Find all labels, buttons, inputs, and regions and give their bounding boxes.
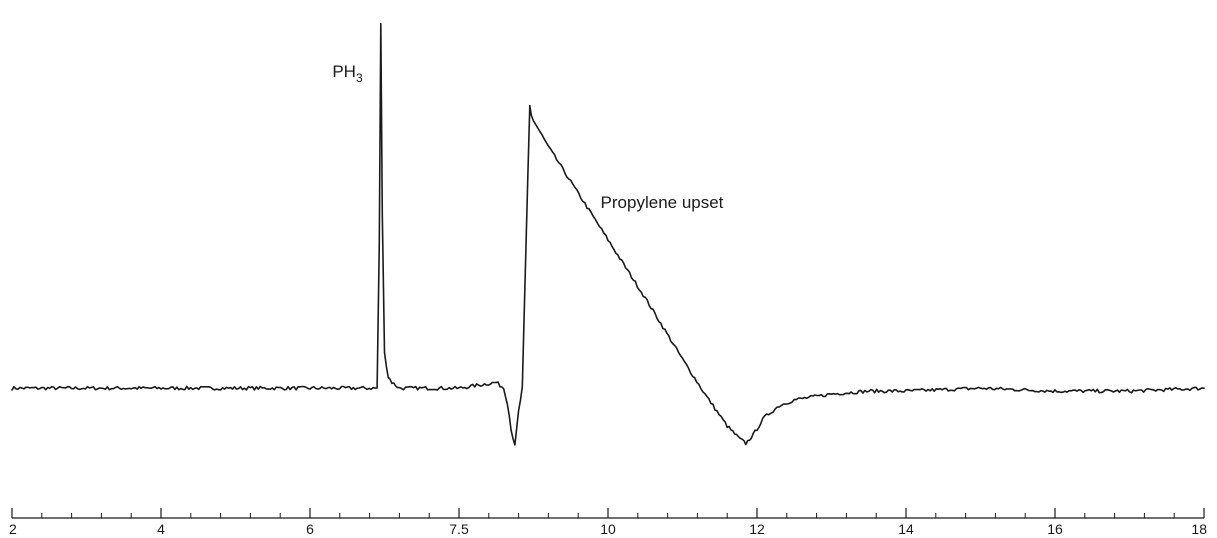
annotation-label-0: PH3 — [332, 62, 363, 85]
x-tick-label: 14 — [898, 521, 914, 537]
x-axis: 2 4 6 7.5 10 12 14 16 18 — [9, 508, 1207, 537]
series-line-trace — [11, 22, 1205, 446]
x-tick-label: 16 — [1047, 521, 1063, 537]
x-tick-label: 7.5 — [449, 521, 469, 537]
x-tick-label: 6 — [306, 521, 314, 537]
x-tick-label: 10 — [600, 521, 616, 537]
x-tick-label: 18 — [1191, 521, 1207, 537]
x-tick-label: 12 — [749, 521, 765, 537]
x-tick-label: 2 — [9, 521, 17, 537]
annotation-label-1: Propylene upset — [601, 193, 724, 212]
x-tick-label: 4 — [157, 521, 165, 537]
annotations: PH3 Propylene upset — [332, 62, 723, 212]
